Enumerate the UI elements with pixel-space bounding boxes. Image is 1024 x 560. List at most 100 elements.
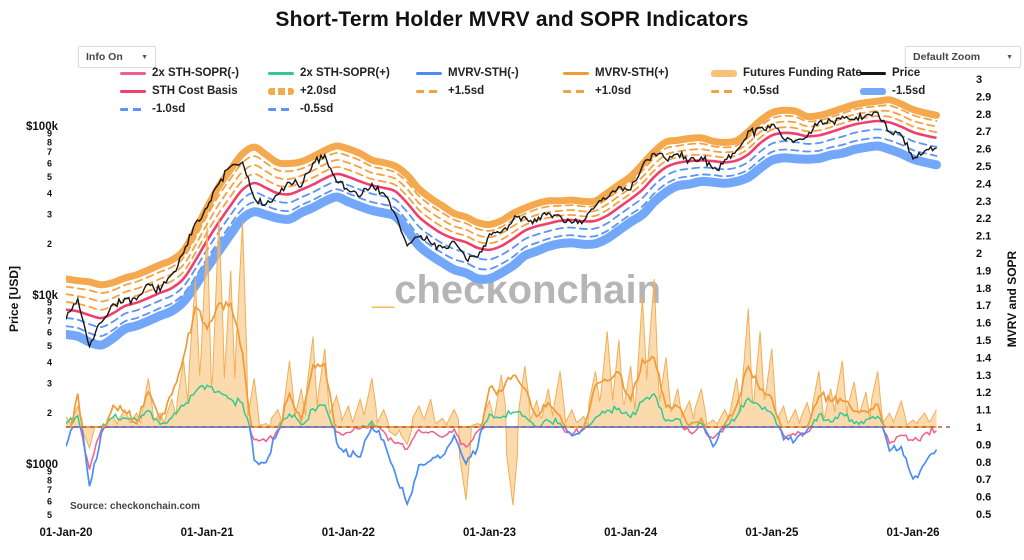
right-axis-tick: 2.4 (976, 178, 992, 190)
legend-item-label: +1.5sd (448, 85, 485, 97)
right-axis-tick: 2.1 (976, 231, 991, 243)
legend-item--15sd[interactable]: -1.5sd (860, 82, 925, 100)
legend-item-label: Price (892, 67, 921, 79)
right-axis-tick: 0.6 (976, 492, 991, 504)
right-axis-tick: 3 (976, 74, 982, 86)
chevron-down-icon: ▼ (141, 53, 148, 61)
x-axis-tick: 01-Jan-22 (322, 527, 375, 539)
legend-swatch-icon (268, 71, 294, 75)
right-axis-tick: 1.4 (976, 352, 992, 364)
right-axis-tick: 1.7 (976, 300, 991, 312)
left-axis-title: Price [USD] (7, 265, 21, 333)
funding-rate-area (66, 218, 937, 506)
left-axis-minor-tick: 9 (47, 467, 52, 477)
plot-area (66, 96, 950, 507)
left-axis-minor-tick: 8 (47, 475, 52, 485)
left-axis-minor-tick: 2 (47, 239, 52, 249)
right-axis-tick: 2.5 (976, 161, 991, 173)
legend-item-2xsth-sopr-[interactable]: 2x STH-SOPR(-) (120, 64, 239, 82)
right-axis-tick: 0.7 (976, 474, 991, 486)
legend-item-+05sd[interactable]: +0.5sd (711, 82, 779, 100)
legend-item-label: +0.5sd (743, 85, 780, 97)
legend-swatch-icon (860, 87, 886, 95)
zoom-dropdown[interactable]: Default Zoom ▼ (905, 46, 1021, 68)
left-axis-minor-tick: 6 (47, 327, 52, 337)
x-axis-tick: 01-Jan-25 (745, 527, 799, 539)
price-line (66, 111, 937, 349)
legend-item-label: MVRV-STH(+) (595, 67, 669, 79)
left-axis-minor-tick: 7 (47, 485, 52, 495)
legend-swatch-icon (711, 89, 737, 93)
left-axis-minor-tick: 5 (47, 172, 52, 182)
right-axis-tick: 1.1 (976, 405, 991, 417)
right-axis-tick: 1 (976, 422, 982, 434)
left-axis-minor-tick: 2 (47, 408, 52, 418)
info-dropdown-label: Info On (86, 51, 123, 63)
right-axis-tick: 1.3 (976, 370, 991, 382)
legend-item-label: -1.5sd (892, 85, 926, 97)
legend-item-mvrv-sth-[interactable]: MVRV-STH(-) (416, 64, 519, 82)
left-axis-minor-tick: 7 (47, 147, 52, 157)
legend-item-label: +2.0sd (300, 85, 337, 97)
left-axis-major-tick: $1000 (26, 459, 58, 471)
legend-item-label: MVRV-STH(-) (448, 67, 519, 79)
left-axis-minor-tick: 9 (47, 129, 52, 139)
info-dropdown[interactable]: Info On ▼ (78, 46, 156, 68)
right-axis-tick: 0.8 (976, 457, 991, 469)
legend-item-label: 2x STH-SOPR(-) (152, 67, 239, 79)
x-axis-tick: 01-Jan-24 (604, 527, 658, 539)
left-axis-minor-tick: 5 (47, 341, 52, 351)
legend-item-2xsth-sopr+[interactable]: 2x STH-SOPR(+) (268, 64, 390, 82)
left-axis-minor-tick: 3 (47, 209, 52, 219)
right-axis-tick: 1.6 (976, 318, 991, 330)
legend-swatch-icon (711, 69, 737, 77)
left-axis-minor-tick: 6 (47, 158, 52, 168)
x-axis-tick: 01-Jan-20 (39, 527, 92, 539)
legend-item-sthcostbasis[interactable]: STH Cost Basis (120, 82, 238, 100)
left-axis-minor-tick: 3 (47, 378, 52, 388)
left-axis-minor-tick: 4 (47, 357, 52, 367)
zoom-dropdown-label: Default Zoom (913, 51, 981, 63)
legend-item-+15sd[interactable]: +1.5sd (416, 82, 484, 100)
legend-item-+10sd[interactable]: +1.0sd (563, 82, 631, 100)
band-plus-1.5sd (66, 104, 938, 295)
watermark-underscore-icon: _ (372, 268, 395, 312)
right-axis-tick: 0.5 (976, 509, 991, 521)
legend-swatch-icon (860, 71, 886, 75)
right-axis-tick: 1.9 (976, 265, 991, 277)
right-axis-tick: 2.8 (976, 109, 991, 121)
x-axis-tick: 01-Jan-21 (181, 527, 235, 539)
legend-swatch-icon (268, 107, 294, 111)
left-axis-minor-tick: 9 (47, 298, 52, 308)
left-axis-minor-tick: 8 (47, 137, 52, 147)
legend-item-label: 2x STH-SOPR(+) (300, 67, 390, 79)
legend-item-+20sd[interactable]: +2.0sd (268, 82, 336, 100)
right-axis-tick: 2.3 (976, 196, 991, 208)
legend-swatch-icon (563, 71, 589, 75)
band-plus-0.5sd (66, 115, 938, 311)
legend-item-label: STH Cost Basis (152, 85, 238, 97)
legend-item-futuresfundingrate[interactable]: Futures Funding Rate (711, 64, 862, 82)
legend-item-mvrv-sth+[interactable]: MVRV-STH(+) (563, 64, 669, 82)
band-minus-1sd (66, 136, 938, 337)
mvrv-positive-line (66, 300, 937, 428)
x-axis-tick: 01-Jan-26 (886, 527, 939, 539)
left-axis-minor-tick: 8 (47, 306, 52, 316)
legend-item--05sd[interactable]: -0.5sd (268, 100, 333, 118)
x-axis-tick: 01-Jan-23 (463, 527, 516, 539)
right-axis-tick: 1.5 (976, 335, 991, 347)
legend-swatch-icon (416, 89, 442, 93)
source-credit: Source: checkonchain.com (70, 501, 201, 512)
right-axis-tick: 2.9 (976, 91, 991, 103)
legend-item--10sd[interactable]: -1.0sd (120, 100, 185, 118)
left-axis-minor-tick: 7 (47, 316, 52, 326)
sth-cost-basis-line (66, 119, 937, 320)
right-axis-tick: 2.7 (976, 126, 991, 138)
right-axis-tick: 2 (976, 248, 982, 260)
left-axis-major-tick: $100k (26, 121, 59, 133)
right-axis-tick: 0.9 (976, 439, 991, 451)
legend-item-price[interactable]: Price (860, 64, 920, 82)
right-axis-tick: 2.2 (976, 213, 991, 225)
